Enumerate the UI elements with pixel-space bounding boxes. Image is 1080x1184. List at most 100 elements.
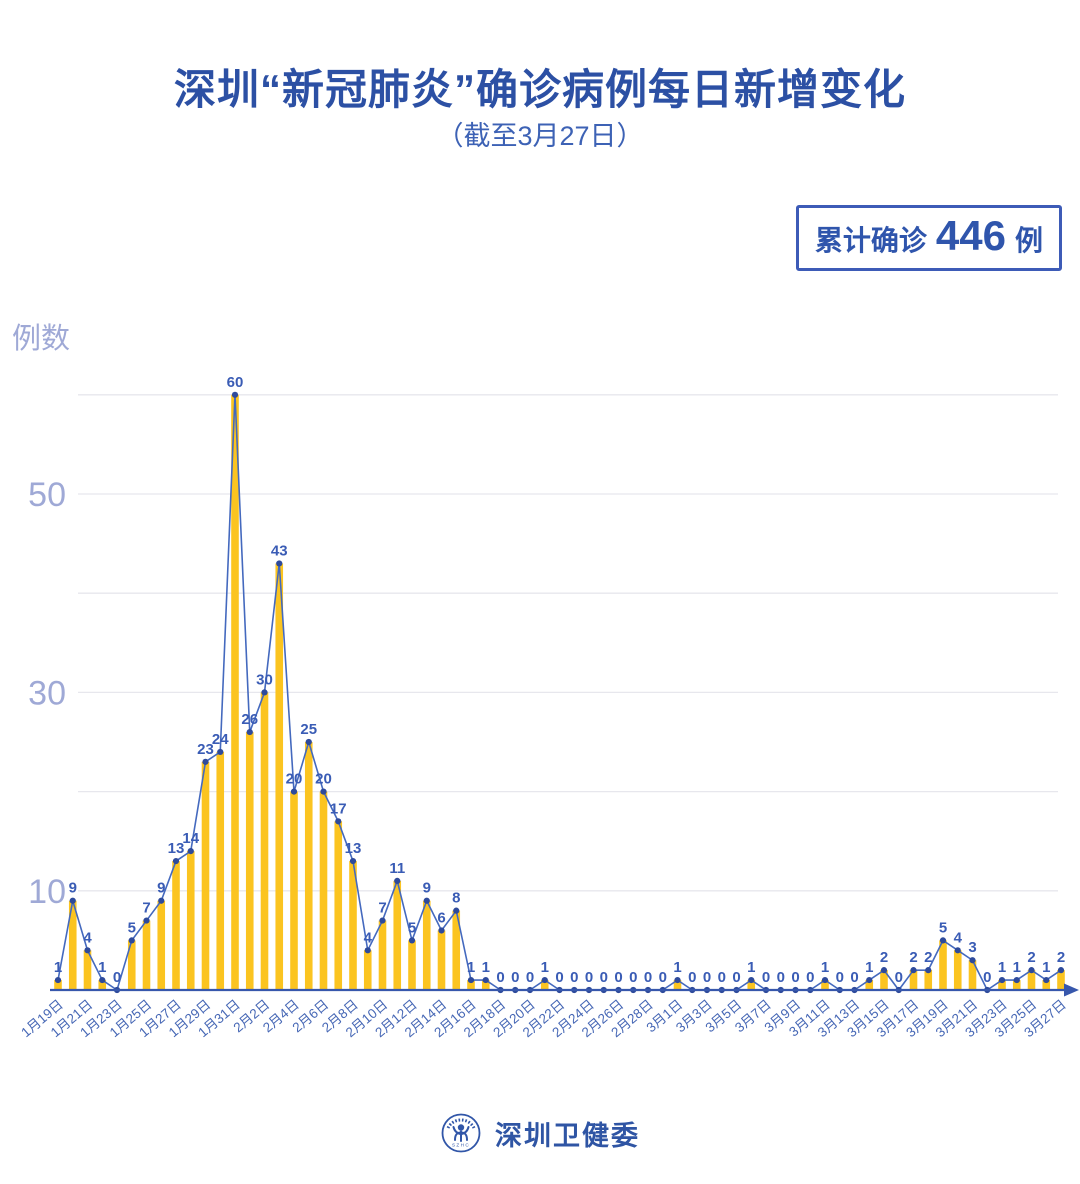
bar: [953, 950, 962, 990]
value-label: 1: [865, 959, 873, 976]
value-label: 1: [747, 959, 755, 976]
bar: [1027, 970, 1036, 990]
data-point: [910, 967, 917, 974]
value-label: 1: [821, 959, 829, 976]
value-label: 0: [983, 969, 991, 986]
bar: [939, 940, 947, 990]
bar: [363, 950, 372, 990]
data-point: [305, 738, 312, 746]
value-label: 2: [1027, 949, 1035, 966]
data-point: [158, 897, 165, 904]
value-label: 9: [423, 880, 431, 897]
value-label: 4: [83, 929, 92, 946]
bar: [68, 900, 77, 990]
data-point: [1028, 967, 1035, 974]
page-title: 深圳“新冠肺炎”确诊病例每日新增变化: [173, 66, 906, 113]
value-label: 0: [703, 969, 711, 986]
value-label: 0: [806, 969, 814, 986]
value-label: 1: [998, 959, 1006, 976]
bar: [408, 940, 416, 990]
data-point: [821, 976, 829, 984]
value-label: 0: [511, 969, 519, 986]
bar: [821, 980, 829, 990]
data-point: [482, 976, 489, 984]
value-label: 43: [271, 542, 288, 559]
bar: [186, 851, 195, 990]
value-label: 20: [315, 771, 332, 788]
data-point: [467, 976, 475, 984]
data-point: [939, 937, 947, 944]
data-point: [54, 976, 62, 984]
bar: [968, 960, 977, 990]
bar: [1057, 970, 1065, 990]
data-point: [438, 927, 445, 934]
value-label: 0: [600, 969, 608, 986]
value-label: 1: [54, 959, 62, 976]
page-subtitle: （截至3月27日）: [436, 121, 644, 151]
value-label: 26: [241, 711, 258, 728]
value-label: 1: [1013, 959, 1021, 976]
data-point: [128, 937, 135, 944]
x-axis-arrow-icon: [1064, 983, 1079, 997]
y-tick-label: 50: [28, 476, 66, 514]
data-point: [187, 848, 194, 855]
bar: [1012, 980, 1021, 990]
data-point: [335, 818, 342, 825]
data-point: [349, 857, 357, 865]
data-point: [364, 947, 371, 954]
data-point: [69, 897, 76, 904]
data-point: [394, 877, 401, 884]
bar: [540, 980, 549, 990]
value-label: 0: [732, 969, 740, 986]
badge-prefix-label: 累计确诊: [814, 225, 927, 256]
value-label: 5: [939, 919, 947, 936]
footer: SZHC 深圳卫健委: [0, 1106, 1080, 1160]
value-label: 0: [629, 969, 637, 986]
bar: [334, 821, 343, 990]
data-point: [202, 758, 209, 765]
bar: [231, 394, 239, 990]
value-label: 13: [345, 840, 362, 857]
value-label: 30: [256, 671, 273, 688]
value-label: 2: [880, 949, 888, 966]
value-label: 0: [570, 969, 578, 986]
data-point: [99, 976, 106, 984]
bar: [747, 980, 756, 990]
value-label: 0: [688, 969, 696, 986]
logo-acronym: SZHC: [452, 1143, 470, 1148]
value-label: 0: [791, 969, 799, 986]
data-point: [408, 937, 416, 944]
value-label: 1: [482, 959, 490, 976]
bar: [437, 930, 446, 990]
data-point: [172, 857, 180, 865]
data-point: [276, 560, 283, 567]
value-label: 0: [659, 969, 667, 986]
value-label: 0: [895, 969, 903, 986]
value-label: 1: [98, 959, 106, 976]
value-label: 20: [286, 771, 303, 788]
value-label: 1: [467, 959, 475, 976]
value-label: 1: [1042, 959, 1050, 976]
y-axis-title: 例数: [12, 322, 70, 355]
data-point: [379, 917, 386, 924]
value-label: 24: [212, 731, 229, 748]
bar: [260, 692, 269, 990]
data-point: [84, 947, 91, 954]
bar: [1042, 980, 1051, 990]
bar: [201, 761, 210, 990]
y-tick-label: 10: [28, 873, 66, 911]
value-label: 0: [585, 969, 593, 986]
value-label: 2: [1057, 949, 1065, 966]
data-point: [969, 957, 976, 964]
value-label: 8: [452, 890, 460, 907]
y-tick-label: 30: [28, 674, 66, 712]
value-label: 5: [128, 919, 136, 936]
data-point: [261, 689, 268, 696]
bar: [290, 791, 298, 990]
bar: [378, 920, 387, 990]
value-label: 2: [924, 949, 932, 966]
data-point: [880, 967, 888, 974]
value-label: 0: [555, 969, 563, 986]
data-point: [925, 967, 932, 974]
value-label: 0: [496, 969, 504, 986]
